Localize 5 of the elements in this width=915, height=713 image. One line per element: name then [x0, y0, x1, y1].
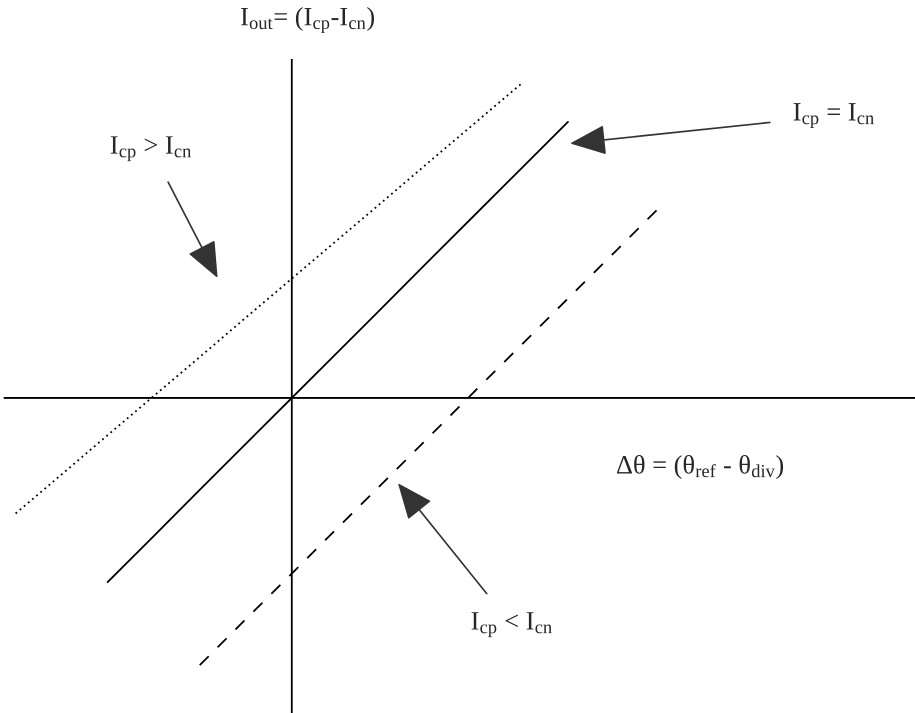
text: I$_{cp}$ = I$_{cn}$ — [794, 103, 874, 128]
y-axis-title: I$_{out}$= (I$_{cp}$-I$_{cn}$) — [241, 6, 374, 33]
annotation: I$_{cp}$ < I$_{cn}$ — [472, 612, 552, 638]
annotation: I$_{cp}$ > I$_{cn}$ — [110, 136, 192, 162]
x-axis-title: Δθ = (θ$_{ref}$ - θ$_{div}$) — [616, 455, 784, 480]
